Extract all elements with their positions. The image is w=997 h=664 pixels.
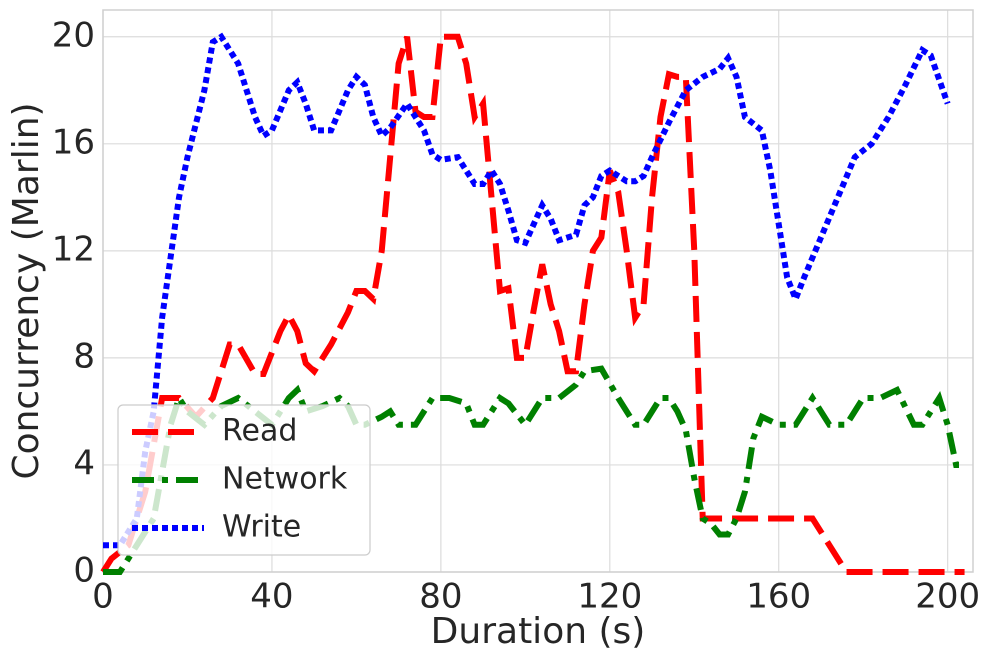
y-tick-label: 16 <box>52 122 95 162</box>
y-tick-label: 4 <box>73 443 95 483</box>
x-tick-label: 160 <box>746 577 811 617</box>
x-tick-label: 120 <box>577 577 642 617</box>
y-axis-label: Concurrency (Marlin) <box>6 102 47 479</box>
legend-box <box>117 404 371 556</box>
series-line <box>103 32 951 549</box>
legend-label: Write <box>222 510 301 545</box>
y-tick-label: 0 <box>73 551 95 591</box>
x-tick-label: 40 <box>250 577 293 617</box>
y-tick-label: 8 <box>73 336 95 376</box>
series-line <box>100 33 965 575</box>
legend-label: Network <box>222 462 348 497</box>
plot-frame <box>102 9 974 573</box>
x-tick-label: 200 <box>915 577 980 617</box>
y-tick-label: 12 <box>52 229 95 269</box>
y-tick-label: 20 <box>52 15 95 55</box>
x-tick-label: 80 <box>419 577 462 617</box>
x-axis-label: Duration (s) <box>431 611 646 652</box>
legend-label: Read <box>222 414 297 449</box>
x-tick-label: 0 <box>92 577 114 617</box>
